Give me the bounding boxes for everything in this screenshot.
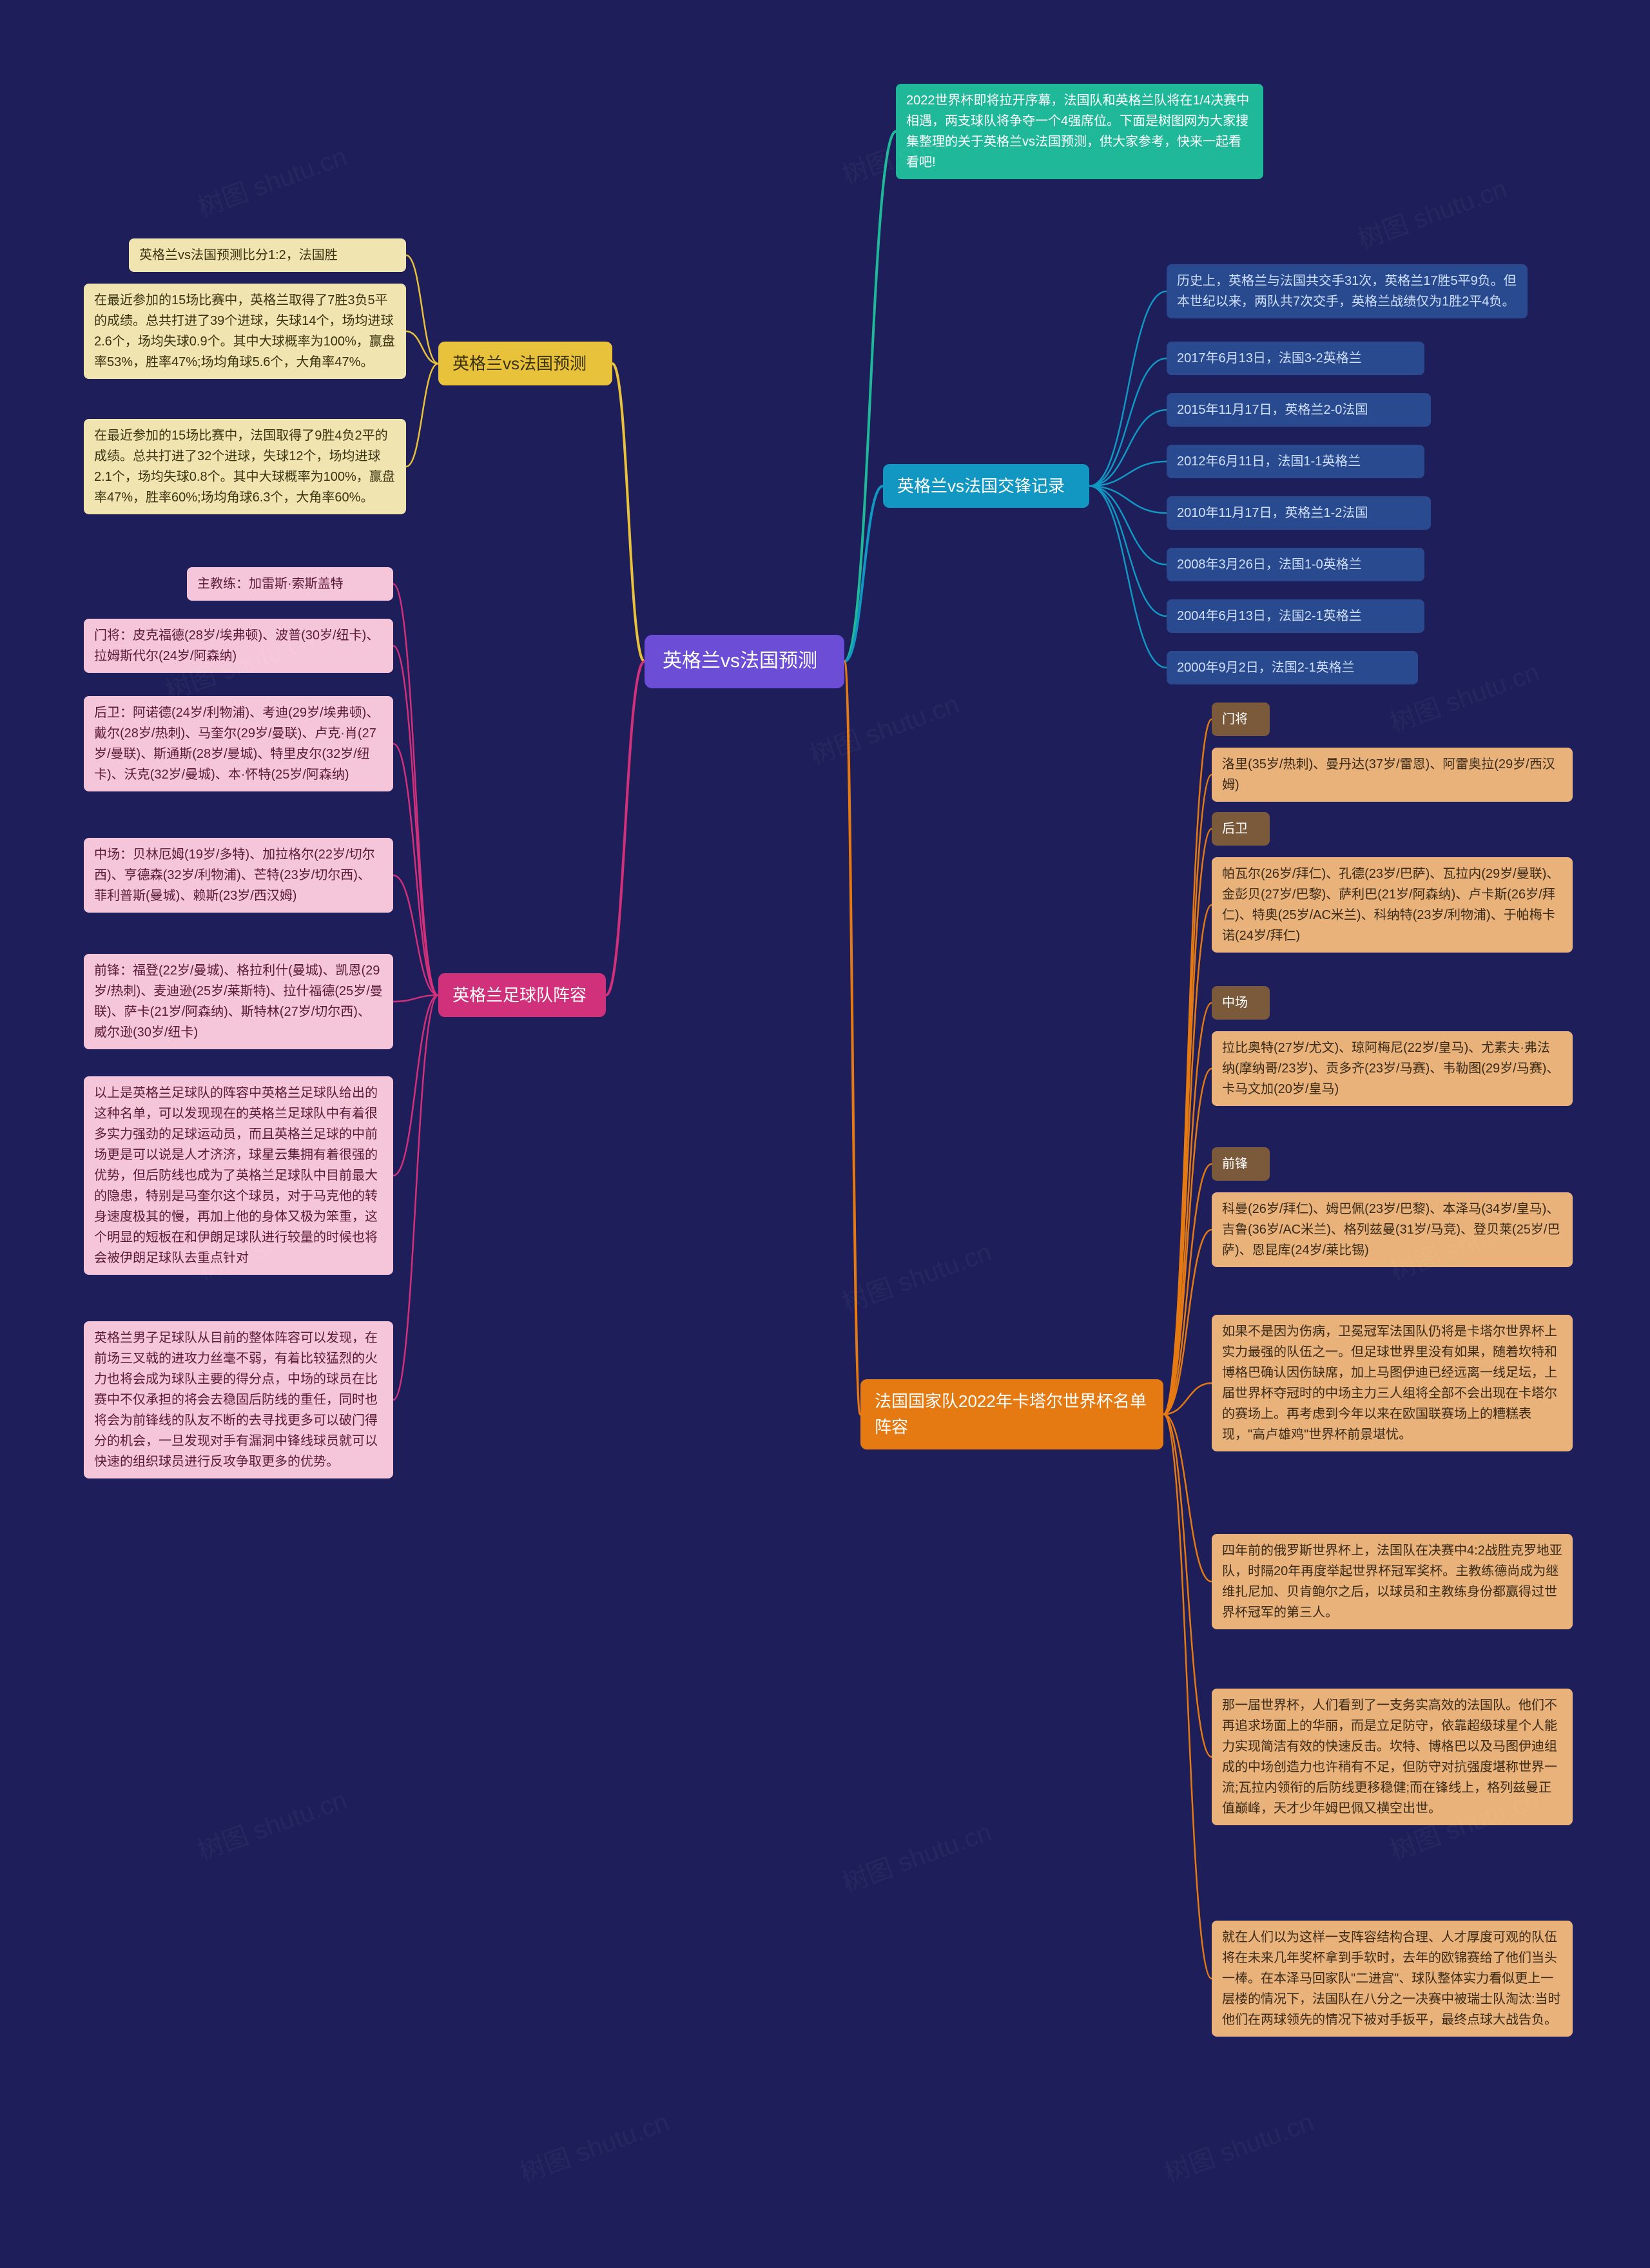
- france-paragraph-4: 就在人们以为这样一支阵容结构合理、人才厚度可观的队伍将在未来几年奖杯拿到手软时，…: [1212, 1921, 1573, 2037]
- france-df-header: 后卫: [1212, 812, 1270, 846]
- england-df: 后卫：阿诺德(24岁/利物浦)、考迪(29岁/埃弗顿)、戴尔(28岁/热刺)、马…: [84, 696, 393, 791]
- france-df: 帕瓦尔(26岁/拜仁)、孔德(23岁/巴萨)、瓦拉内(29岁/曼联)、金彭贝(2…: [1212, 857, 1573, 953]
- france-paragraph-3: 那一届世界杯，人们看到了一支务实高效的法国队。他们不再追求场面上的华丽，而是立足…: [1212, 1689, 1573, 1825]
- france-gk-header: 门将: [1212, 703, 1270, 736]
- france-paragraph-1: 如果不是因为伤病，卫冕冠军法国队仍将是卡塔尔世界杯上实力最强的队伍之一。但足球世…: [1212, 1315, 1573, 1451]
- watermark: 树图 shutu.cn: [836, 1231, 996, 1319]
- france-paragraph-2: 四年前的俄罗斯世界杯上，法国队在决赛中4:2战胜克罗地亚队，时隔20年再度举起世…: [1212, 1534, 1573, 1629]
- h2h-match-2: 2015年11月17日，英格兰2-0法国: [1167, 393, 1431, 427]
- watermark: 树图 shutu.cn: [514, 2101, 674, 2189]
- branch-france-squad: 法国国家队2022年卡塔尔世界杯名单阵容: [860, 1379, 1163, 1449]
- branch-england-squad: 英格兰足球队阵容: [438, 973, 606, 1017]
- france-gk: 洛里(35岁/热刺)、曼丹达(37岁/雷恩)、阿雷奥拉(29岁/西汉姆): [1212, 748, 1573, 802]
- england-gk: 门将：皮克福德(28岁/埃弗顿)、波普(30岁/纽卡)、拉姆斯代尔(24岁/阿森…: [84, 619, 393, 673]
- england-paragraph-1: 以上是英格兰足球队的阵容中英格兰足球队给出的这种名单，可以发现现在的英格兰足球队…: [84, 1076, 393, 1275]
- h2h-match-3: 2012年6月11日，法国1-1英格兰: [1167, 445, 1424, 478]
- france-mf: 拉比奥特(27岁/尤文)、琼阿梅尼(22岁/皇马)、尤素夫·弗法纳(摩纳哥/23…: [1212, 1031, 1573, 1106]
- watermark: 树图 shutu.cn: [191, 1779, 351, 1867]
- france-mf-header: 中场: [1212, 986, 1270, 1020]
- watermark: 树图 shutu.cn: [191, 135, 351, 224]
- prediction-score: 英格兰vs法国预测比分1:2，法国胜: [129, 238, 406, 272]
- h2h-match-6: 2004年6月13日，法国2-1英格兰: [1167, 599, 1424, 633]
- watermark: 树图 shutu.cn: [1352, 168, 1511, 256]
- root-node: 英格兰vs法国预测: [645, 635, 844, 688]
- watermark: 树图 shutu.cn: [1158, 2101, 1318, 2189]
- branch-prediction: 英格兰vs法国预测: [438, 342, 612, 385]
- h2h-match-7: 2000年9月2日，法国2-1英格兰: [1167, 651, 1418, 684]
- prediction-france-stats: 在最近参加的15场比赛中，法国取得了9胜4负2平的成绩。总共打进了32个进球，失…: [84, 419, 406, 514]
- h2h-summary: 历史上，英格兰与法国共交手31次，英格兰17胜5平9负。但本世纪以来，两队共7次…: [1167, 264, 1528, 318]
- h2h-match-4: 2010年11月17日，英格兰1-2法国: [1167, 496, 1431, 530]
- prediction-england-stats: 在最近参加的15场比赛中，英格兰取得了7胜3负5平的成绩。总共打进了39个进球，…: [84, 284, 406, 379]
- intro-paragraph: 2022世界杯即将拉开序幕，法国队和英格兰队将在1/4决赛中相遇，两支球队将争夺…: [896, 84, 1263, 179]
- h2h-match-5: 2008年3月26日，法国1-0英格兰: [1167, 548, 1424, 581]
- england-coach: 主教练：加雷斯·索斯盖特: [187, 567, 393, 601]
- england-paragraph-2: 英格兰男子足球队从目前的整体阵容可以发现，在前场三叉戟的进攻力丝毫不弱，有着比较…: [84, 1321, 393, 1478]
- watermark: 树图 shutu.cn: [836, 1811, 996, 1899]
- h2h-match-1: 2017年6月13日，法国3-2英格兰: [1167, 342, 1424, 375]
- france-fw: 科曼(26岁/拜仁)、姆巴佩(23岁/巴黎)、本泽马(34岁/皇马)、吉鲁(36…: [1212, 1192, 1573, 1267]
- england-fw: 前锋：福登(22岁/曼城)、格拉利什(曼城)、凯恩(29岁/热刺)、麦迪逊(25…: [84, 954, 393, 1049]
- branch-h2h: 英格兰vs法国交锋记录: [883, 464, 1089, 508]
- watermark: 树图 shutu.cn: [804, 683, 964, 771]
- england-mf: 中场：贝林厄姆(19岁/多特)、加拉格尔(22岁/切尔西)、亨德森(32岁/利物…: [84, 838, 393, 913]
- france-fw-header: 前锋: [1212, 1147, 1270, 1181]
